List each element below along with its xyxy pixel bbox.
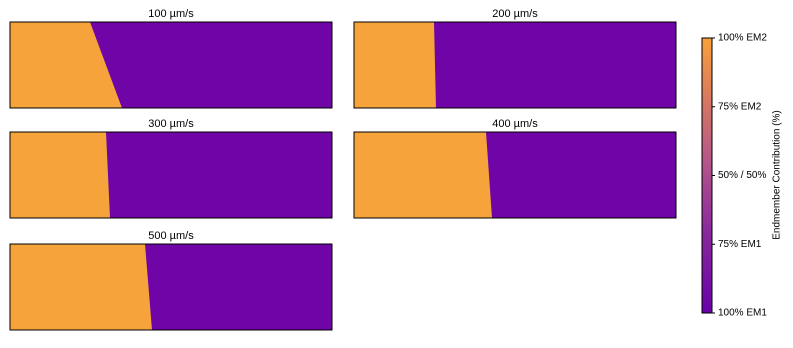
panel-image-region bbox=[145, 244, 332, 330]
panel-frame bbox=[353, 131, 677, 219]
colorbar-tick-label: 100% EM2 bbox=[718, 33, 767, 44]
panel-image-region bbox=[434, 22, 676, 108]
panel-frame bbox=[353, 21, 677, 109]
colorbar-tick-label: 75% EM2 bbox=[718, 101, 762, 112]
panel-title: 400 µm/s bbox=[492, 118, 538, 130]
colorbar-tick-label: 75% EM1 bbox=[718, 239, 762, 250]
colorbar-tick-label: 50% / 50% bbox=[718, 170, 766, 181]
panel-frame bbox=[9, 131, 333, 219]
panel-title: 500 µm/s bbox=[148, 230, 194, 242]
panel-frame bbox=[9, 21, 333, 109]
panel-title: 300 µm/s bbox=[148, 118, 194, 130]
colorbar bbox=[701, 37, 713, 314]
colorbar-tick-label: 100% EM1 bbox=[718, 308, 767, 319]
panel-image-region bbox=[90, 22, 332, 108]
panel-title: 100 µm/s bbox=[148, 8, 194, 20]
colorbar-label: Endmember Contribution (%) bbox=[772, 110, 783, 240]
panel-image-region bbox=[106, 132, 332, 218]
panel-image-region bbox=[486, 132, 676, 218]
panel-title: 200 µm/s bbox=[492, 8, 538, 20]
panel-frame bbox=[9, 243, 333, 331]
